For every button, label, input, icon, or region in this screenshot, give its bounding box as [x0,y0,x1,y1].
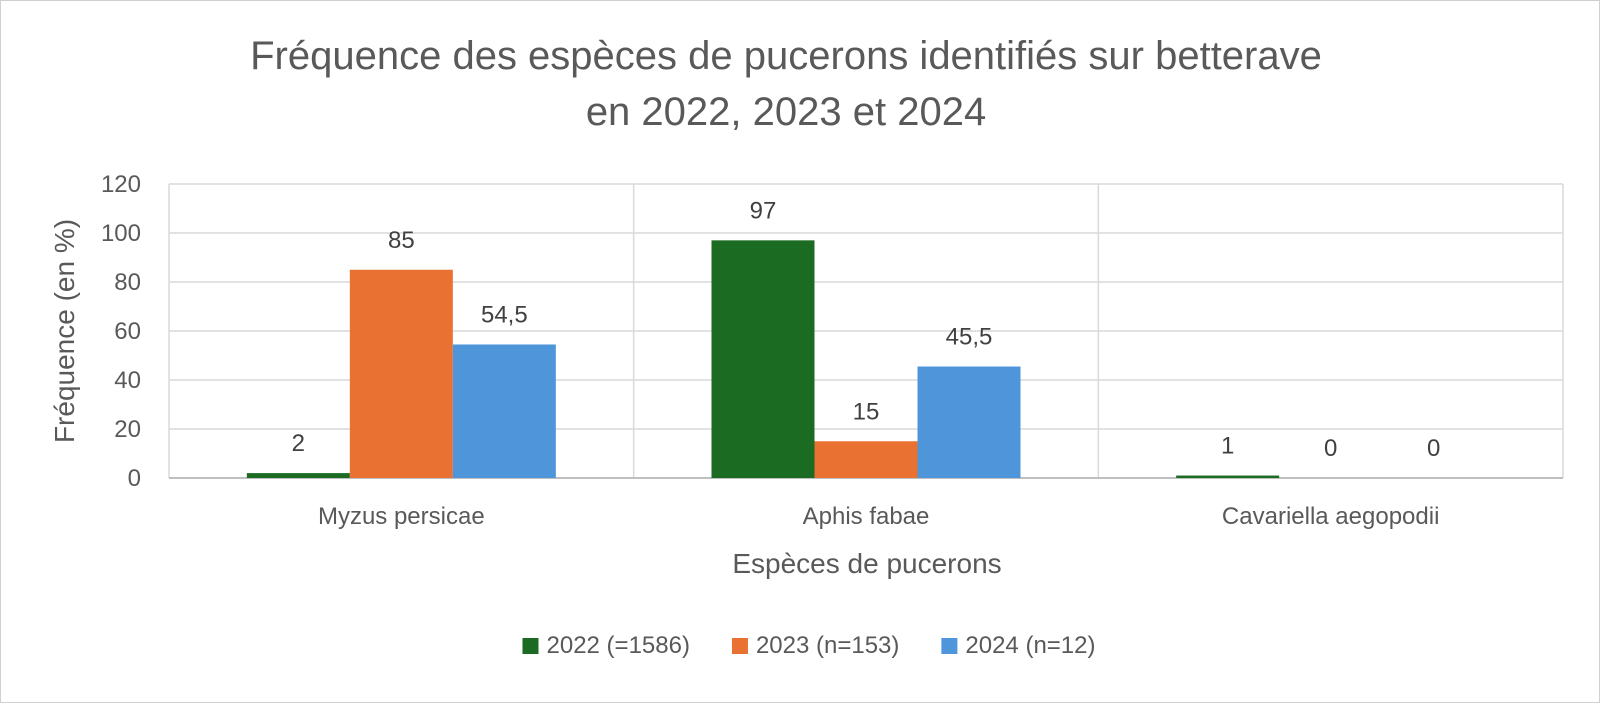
data-label: 54,5 [481,301,528,328]
legend-label: 2022 (=1586) [547,632,690,659]
data-label: 45,5 [946,324,993,351]
bar [349,269,453,478]
y-tick-labels: 0 20 40 60 80 100 120 [101,171,141,492]
x-category-labels: Myzus persicae Aphis fabae Cavariella aego… [318,503,1439,530]
y-tick-label: 120 [101,171,141,198]
legend-swatch [522,638,539,654]
bars-layer [246,240,1280,478]
chart-title-line-1: Fréquence des espèces de pucerons identi… [250,34,1322,78]
legend-label: 2023 (n=153) [756,632,899,659]
bar [452,344,556,478]
legend: 2022 (=1586) 2023 (n=153) 2024 (n=12) [522,632,1096,659]
y-tick-label: 100 [101,220,141,247]
x-category-label: Aphis fabae [803,503,930,530]
bar [917,366,1021,478]
x-category-label: Cavariella aegopodii [1222,503,1439,530]
data-label: 1 [1221,433,1234,460]
bar [246,473,350,478]
x-axis-title: Espèces de pucerons [732,548,1001,579]
bar [711,240,815,478]
data-label: 0 [1324,435,1337,462]
y-tick-label: 80 [114,269,141,296]
y-tick-label: 40 [114,367,141,394]
y-axis-title: Fréquence (en %) [49,219,80,443]
legend-swatch [941,638,958,654]
data-label: 2 [292,430,305,457]
chart-title-line-2: en 2022, 2023 et 2024 [586,90,986,134]
data-labels-layer: 2 85 54,5 97 15 45,5 1 0 0 [292,197,1441,462]
legend-label: 2024 (n=12) [965,632,1095,659]
legend-swatch [731,638,748,654]
data-label: 85 [388,227,415,254]
bar [814,441,918,478]
x-category-label: Myzus persicae [318,503,485,530]
y-tick-label: 20 [114,416,141,443]
bar [1176,475,1280,478]
y-tick-label: 0 [128,465,141,492]
data-label: 0 [1427,435,1440,462]
data-label: 97 [750,197,777,224]
y-tick-label: 60 [114,318,141,345]
data-label: 15 [853,398,880,425]
